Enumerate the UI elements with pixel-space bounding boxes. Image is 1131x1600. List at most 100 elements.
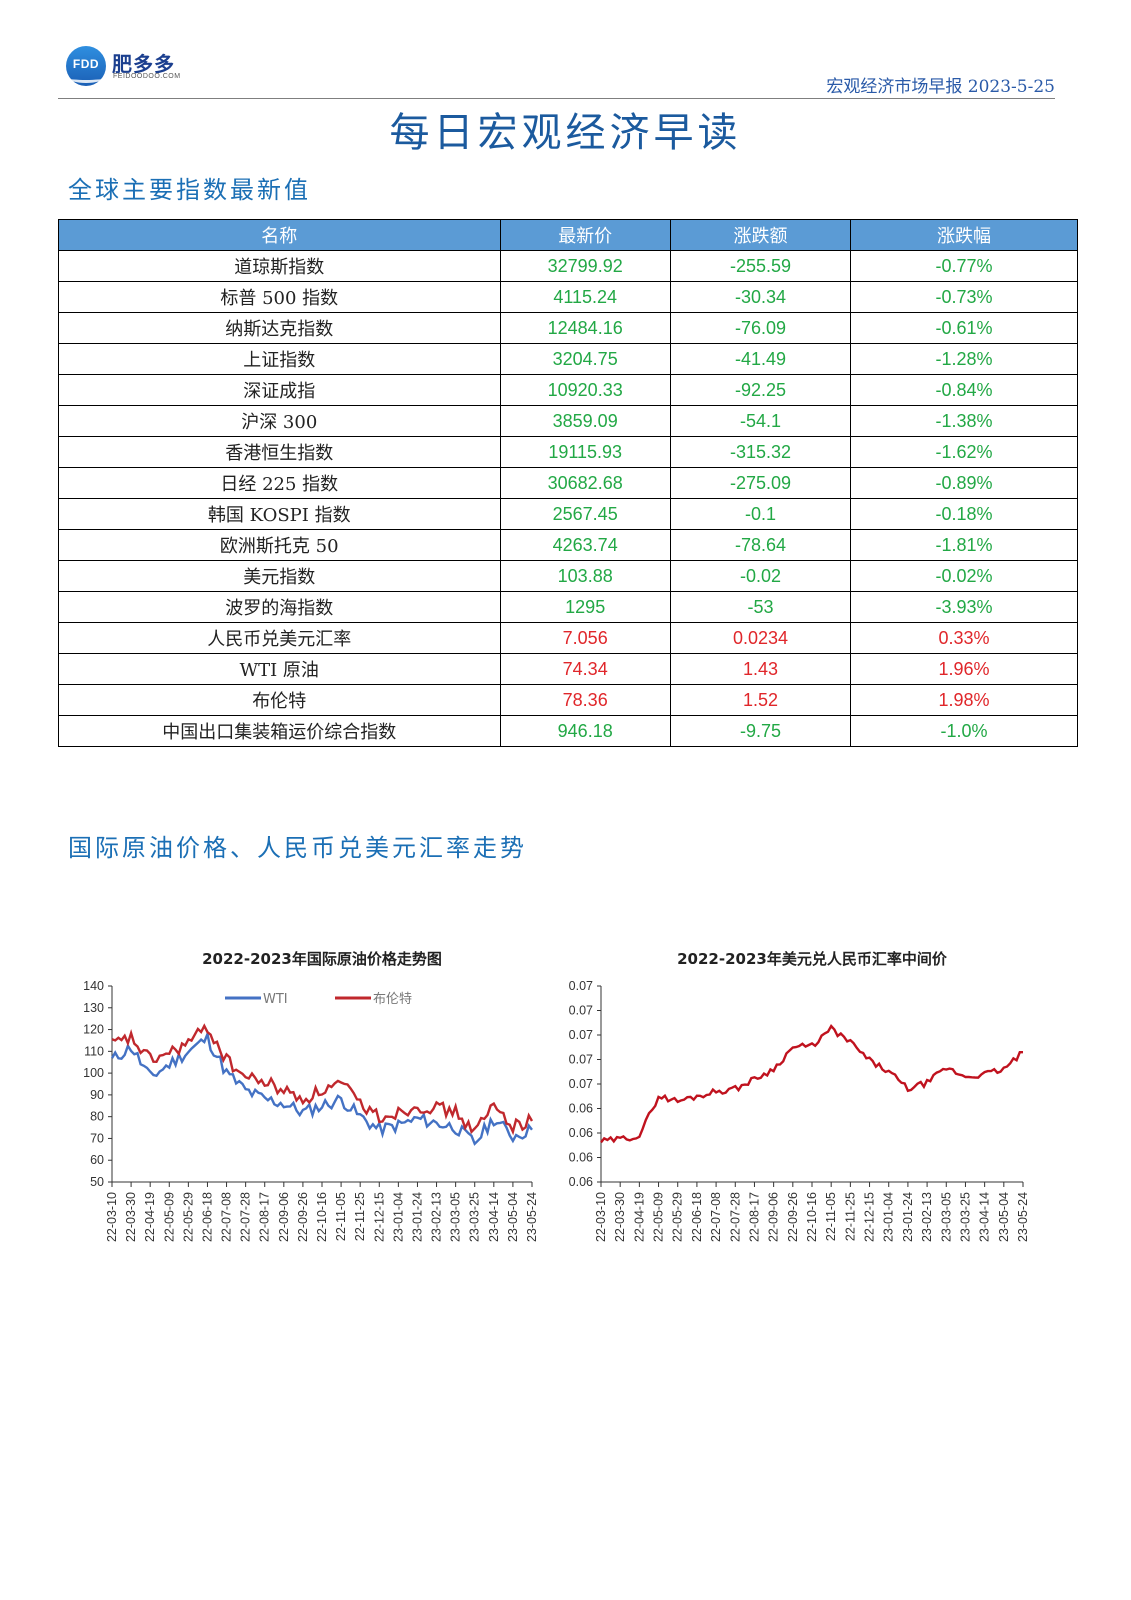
x-tick-label: 22-09-06 [277, 1192, 291, 1242]
y-tick-label: 0.07 [569, 1028, 593, 1042]
x-tick-label: 22-04-19 [632, 1192, 646, 1242]
y-tick-label: 0.07 [569, 1004, 593, 1018]
table-row: 波罗的海指数 1295 -53 -3.93% [58, 591, 1078, 623]
y-tick-label: 110 [84, 1044, 104, 1058]
series-line-0 [110, 1029, 533, 1146]
x-tick-label: 23-01-04 [391, 1192, 405, 1242]
table-row: 标普 500 指数 4115.24 -30.34 -0.73% [58, 281, 1078, 313]
cell-change: -78.64 [669, 529, 852, 561]
cell-pct: -1.62% [850, 436, 1078, 468]
company-logo: FDD 肥多多 FEIDOODOO.COM [66, 44, 196, 90]
y-tick-label: 0.06 [569, 1151, 593, 1165]
cell-name: 标普 500 指数 [58, 281, 501, 313]
cell-change: -41.49 [669, 343, 852, 375]
cell-name: 美元指数 [58, 560, 501, 592]
cell-price: 12484.16 [499, 312, 671, 344]
cell-pct: 1.98% [850, 684, 1078, 716]
cell-name: WTI 原油 [58, 653, 501, 685]
cell-price: 103.88 [499, 560, 671, 592]
cell-pct: 1.96% [850, 653, 1078, 685]
y-tick-label: 140 [83, 979, 104, 993]
cell-name: 香港恒生指数 [58, 436, 501, 468]
x-tick-label: 23-01-24 [901, 1192, 915, 1242]
x-tick-label: 22-09-26 [786, 1192, 800, 1242]
cell-pct: -1.38% [850, 405, 1078, 437]
table-row: 欧洲斯托克 50 4263.74 -78.64 -1.81% [58, 529, 1078, 561]
table-row: 人民币兑美元汇率 7.056 0.0234 0.33% [58, 622, 1078, 654]
logo-name: 肥多多 [112, 52, 175, 76]
x-tick-label: 23-03-25 [958, 1192, 972, 1242]
cell-name: 韩国 KOSPI 指数 [58, 498, 501, 530]
x-tick-label: 23-04-14 [978, 1192, 992, 1242]
x-tick-label: 23-03-05 [939, 1192, 953, 1242]
cell-pct: -0.02% [850, 560, 1078, 592]
table-row: 上证指数 3204.75 -41.49 -1.28% [58, 343, 1078, 375]
document-title: 每日宏观经济早读 [389, 110, 742, 156]
cell-change: -255.59 [669, 250, 852, 282]
cell-change: -53 [669, 591, 852, 623]
cell-change: 0.0234 [669, 622, 852, 654]
fx-rate-chart: 2022-2023年美元兑人民币汇率中间价 0.06 0.06 0.06 0.06 0.0… [569, 950, 1065, 1290]
cell-change: -275.09 [669, 467, 852, 499]
x-tick-label: 22-11-05 [824, 1192, 838, 1241]
cell-name: 布伦特 [58, 684, 501, 716]
oil-price-chart-svg: 2022-2023年国际原油价格走势图 50 60 70 80 90 100 110 120 13… [83, 950, 539, 1242]
cell-pct: -0.18% [850, 498, 1078, 530]
cell-change: -30.34 [669, 281, 852, 313]
cell-name: 道琼斯指数 [58, 250, 501, 282]
section-title-charts: 国际原油价格、人民币兑美元汇率走势 [68, 834, 527, 862]
oil-price-chart: 2022-2023年国际原油价格走势图 50 60 70 80 90 100 110 120 13… [70, 950, 560, 1290]
x-tick-label: 22-06-18 [200, 1192, 214, 1242]
indices-table: 名称 最新价 涨跌额 涨跌幅 道琼斯指数 32799.92 -255.59 -0.77… [58, 219, 1078, 747]
x-tick-label: 22-08-17 [747, 1192, 761, 1242]
series-line-1 [111, 1023, 534, 1136]
cell-name: 人民币兑美元汇率 [58, 622, 501, 654]
cell-price: 19115.93 [499, 436, 671, 468]
x-tick-label: 23-03-25 [468, 1192, 482, 1242]
x-tick-label: 22-07-28 [239, 1192, 253, 1242]
x-tick-label: 23-03-05 [449, 1192, 463, 1242]
x-tick-label: 23-05-24 [525, 1192, 539, 1242]
col-header-pct: 涨跌幅 [850, 219, 1078, 251]
col-header-change: 涨跌额 [669, 219, 852, 251]
cell-change: -54.1 [669, 405, 852, 437]
cell-price: 10920.33 [499, 374, 671, 406]
y-tick-label: 0.06 [569, 1175, 593, 1189]
y-tick-label: 50 [90, 1175, 104, 1189]
y-tick-label: 120 [83, 1023, 104, 1037]
logo-mark-text: FDD [72, 57, 100, 71]
x-tick-label: 22-05-29 [181, 1192, 195, 1242]
x-tick-label: 22-11-25 [353, 1192, 367, 1241]
cell-pct: -0.73% [850, 281, 1078, 313]
x-tick-label: 22-09-06 [767, 1192, 781, 1242]
cell-price: 3204.75 [499, 343, 671, 375]
y-tick-label: 0.06 [569, 1126, 593, 1140]
y-tick-label: 70 [90, 1131, 104, 1145]
cell-price: 4115.24 [499, 281, 671, 313]
cell-change: -9.75 [669, 715, 852, 747]
y-tick-label: 90 [90, 1088, 104, 1102]
x-tick-label: 22-04-19 [143, 1192, 157, 1242]
x-tick-label: 22-09-26 [296, 1192, 310, 1242]
x-tick-label: 22-03-10 [594, 1192, 608, 1242]
table-row: 韩国 KOSPI 指数 2567.45 -0.1 -0.18% [58, 498, 1078, 530]
x-tick-label: 22-03-30 [613, 1192, 627, 1242]
table-row: 日经 225 指数 30682.68 -275.09 -0.89% [58, 467, 1078, 499]
cell-change: -92.25 [669, 374, 852, 406]
cell-name: 沪深 300 [58, 405, 501, 437]
cell-change: -315.32 [669, 436, 852, 468]
cell-price: 1295 [499, 591, 671, 623]
x-tick-label: 23-05-04 [506, 1192, 520, 1242]
x-tick-label: 22-05-09 [162, 1192, 176, 1242]
cell-change: 1.43 [669, 653, 852, 685]
x-tick-label: 22-11-25 [843, 1192, 857, 1241]
cell-name: 深证成指 [58, 374, 501, 406]
x-tick-label: 23-05-24 [1016, 1192, 1030, 1242]
cell-change: 1.52 [669, 684, 852, 716]
table-row: 沪深 300 3859.09 -54.1 -1.38% [58, 405, 1078, 437]
legend-label: WTI [263, 992, 288, 1007]
cell-price: 3859.09 [499, 405, 671, 437]
logo-swoosh [69, 74, 103, 83]
y-tick-label: 130 [83, 1001, 104, 1015]
cell-name: 欧洲斯托克 50 [58, 529, 501, 561]
